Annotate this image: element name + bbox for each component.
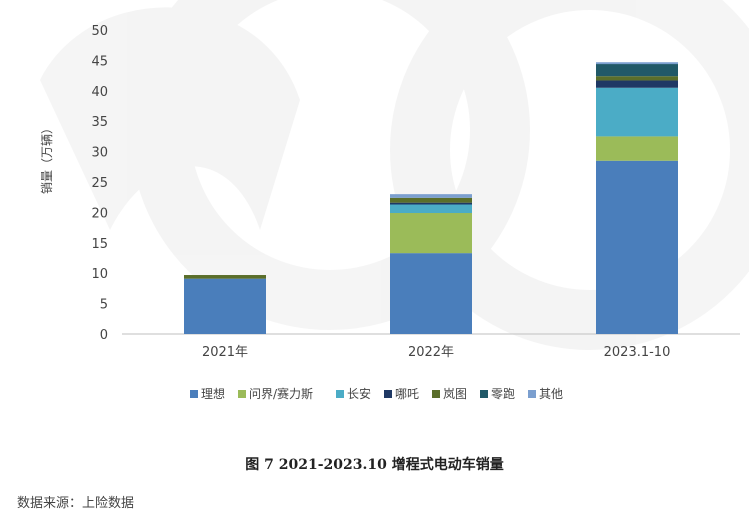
x-tick-label: 2022年 — [408, 345, 454, 360]
bar-segment — [596, 136, 678, 161]
bar-segment — [390, 197, 472, 203]
legend-label: 零跑 — [491, 387, 515, 401]
bar-segment — [390, 204, 472, 214]
y-tick-label: 0 — [100, 328, 108, 343]
bar-segment — [596, 62, 678, 65]
legend-label: 哪吒 — [395, 387, 419, 401]
y-tick-label: 50 — [91, 24, 108, 39]
bar-segment — [184, 278, 266, 334]
bar-segment — [596, 64, 678, 77]
y-tick-label: 35 — [91, 115, 108, 130]
legend-swatch — [336, 390, 344, 398]
y-tick-label: 20 — [91, 206, 108, 221]
bar-segment — [390, 213, 472, 254]
legend-swatch — [528, 390, 536, 398]
legend-swatch — [480, 390, 488, 398]
stacked-bar-chart: 销量（万辆） 0 5 10 15 20 25 30 35 40 45 50 2021年 2022年 20… — [40, 0, 749, 401]
y-tick-label: 30 — [91, 146, 108, 161]
legend-label: 问界/赛力斯 — [249, 386, 313, 401]
legend-swatch — [384, 390, 392, 398]
y-tick-label: 40 — [91, 85, 108, 100]
legend-label: 理想 — [201, 386, 225, 401]
x-tick-label: 2023.1-10 — [604, 345, 671, 360]
y-tick-label: 45 — [91, 54, 108, 69]
y-tick-label: 5 — [100, 298, 108, 313]
bar-segment — [596, 87, 678, 137]
bar-segment — [390, 194, 472, 198]
legend-swatch — [432, 390, 440, 398]
y-tick-label: 15 — [91, 237, 108, 252]
bar-segment — [596, 80, 678, 88]
legend-label: 长安 — [347, 386, 371, 401]
bar-segment — [596, 160, 678, 334]
bar-segment — [596, 76, 678, 81]
bar-segment — [390, 202, 472, 205]
source-note: 数据来源：上险数据 — [17, 496, 135, 511]
x-tick-label: 2021年 — [202, 345, 248, 360]
legend: 理想 问界/赛力斯 长安 哪吒 岚图 零跑 其他 — [190, 386, 563, 401]
bar-segment — [390, 253, 472, 334]
bar-segment — [184, 275, 266, 279]
watermark-logo — [40, 0, 749, 350]
y-tick-label: 10 — [91, 267, 108, 282]
y-axis-label: 销量（万辆） — [40, 122, 54, 194]
legend-label: 其他 — [539, 387, 563, 401]
y-tick-label: 25 — [91, 176, 108, 191]
legend-label: 岚图 — [443, 387, 467, 401]
legend-swatch — [238, 390, 246, 398]
figure-caption: 图 7 2021-2023.10 增程式电动车销量 — [245, 457, 504, 473]
legend-swatch — [190, 390, 198, 398]
